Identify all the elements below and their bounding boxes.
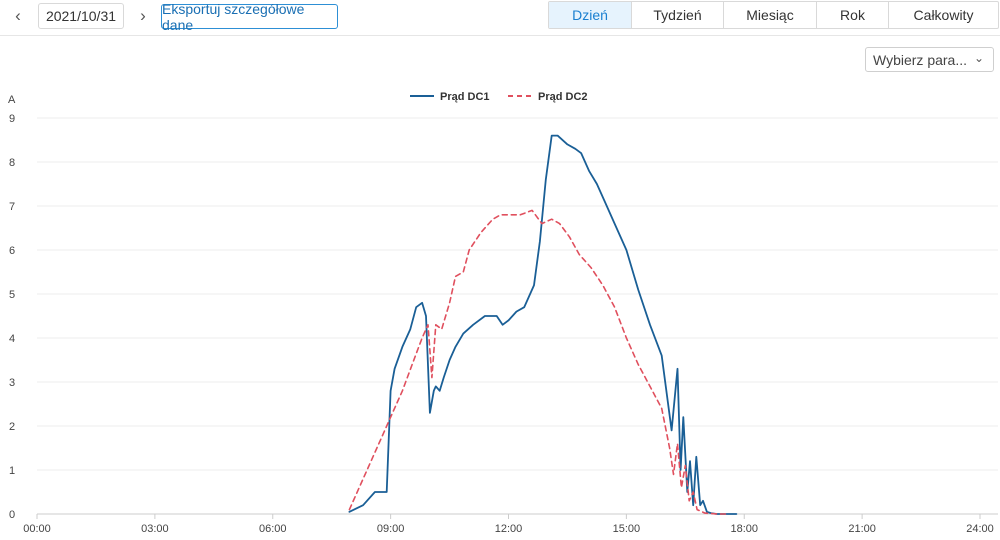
chevron-right-icon: › bbox=[140, 6, 146, 25]
x-tick-label: 06:00 bbox=[259, 523, 287, 535]
parameter-select[interactable]: Wybierz para... ⌄ bbox=[865, 47, 994, 72]
x-tick-label: 24:00 bbox=[966, 523, 994, 535]
x-tick-label: 15:00 bbox=[613, 523, 641, 535]
y-tick-label: 3 bbox=[9, 377, 15, 389]
toolbar: ‹ 2021/10/31 › Eksportuj szczegółowe dan… bbox=[0, 0, 1000, 36]
x-tick-label: 00:00 bbox=[23, 523, 51, 535]
period-tabs: Dzień Tydzień Miesiąc Rok Całkowity bbox=[548, 1, 999, 29]
y-axis-label: A bbox=[8, 94, 16, 106]
x-tick-label: 09:00 bbox=[377, 523, 405, 535]
chart-legend: Prąd DC1 Prąd DC2 bbox=[410, 91, 588, 103]
chart-series bbox=[348, 134, 738, 515]
y-axis-ticks: 0 1 2 3 4 5 6 7 8 9 bbox=[9, 113, 15, 521]
legend-label: Prąd DC1 bbox=[440, 91, 490, 103]
legend-item-1[interactable]: Prąd DC1 bbox=[410, 91, 490, 103]
tab-day[interactable]: Dzień bbox=[549, 2, 632, 28]
y-tick-label: 7 bbox=[9, 201, 15, 213]
y-tick-label: 2 bbox=[9, 421, 15, 433]
y-tick-label: 1 bbox=[9, 465, 15, 477]
legend-label: Prąd DC2 bbox=[538, 91, 588, 103]
tab-total[interactable]: Całkowity bbox=[913, 7, 974, 23]
y-tick-label: 4 bbox=[9, 333, 15, 345]
y-tick-label: 0 bbox=[9, 509, 15, 521]
chart-grid bbox=[37, 117, 998, 515]
x-axis-ticks: 00:00 03:00 06:00 09:00 12:00 15:00 18:00 21:00… bbox=[23, 514, 994, 535]
x-tick-label: 21:00 bbox=[848, 523, 876, 535]
series-line-2 bbox=[348, 209, 730, 515]
series-line-1 bbox=[348, 134, 738, 515]
chevron-left-icon: ‹ bbox=[15, 6, 21, 25]
x-tick-label: 12:00 bbox=[495, 523, 523, 535]
y-tick-label: 8 bbox=[9, 157, 15, 169]
tab-year[interactable]: Rok bbox=[817, 2, 889, 28]
tab-month[interactable]: Miesiąc bbox=[724, 2, 817, 28]
export-button[interactable]: Eksportuj szczegółowe dane bbox=[161, 1, 338, 33]
x-tick-label: 18:00 bbox=[730, 523, 758, 535]
y-tick-label: 6 bbox=[9, 245, 15, 257]
y-tick-label: 9 bbox=[9, 113, 15, 125]
legend-item-2[interactable]: Prąd DC2 bbox=[508, 91, 588, 103]
date-picker[interactable]: 2021/10/31 bbox=[38, 3, 124, 29]
x-tick-label: 03:00 bbox=[141, 523, 169, 535]
y-tick-label: 5 bbox=[9, 289, 15, 301]
tab-week[interactable]: Tydzień bbox=[632, 2, 724, 28]
next-day-button[interactable]: › bbox=[133, 5, 153, 27]
date-value: 2021/10/31 bbox=[45, 8, 117, 24]
parameter-select-placeholder: Wybierz para... bbox=[873, 51, 968, 68]
chevron-down-icon: ⌄ bbox=[973, 51, 984, 65]
prev-day-button[interactable]: ‹ bbox=[8, 5, 28, 27]
